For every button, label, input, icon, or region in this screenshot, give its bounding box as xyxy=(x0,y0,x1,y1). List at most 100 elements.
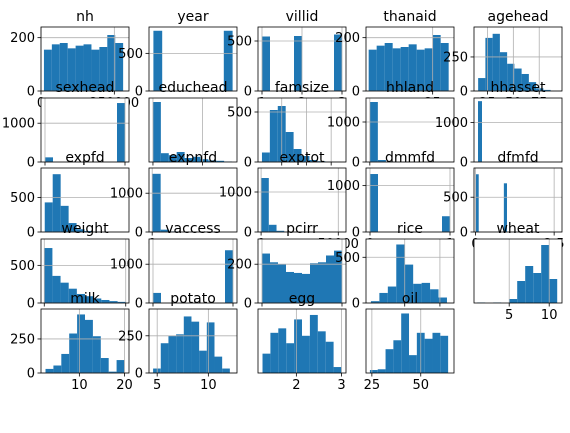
ytick-label-hhasset-0: 0 xyxy=(460,156,468,171)
bar-pcirr-4 xyxy=(294,272,302,303)
bar-expfd-5 xyxy=(84,230,93,232)
ytick-label-thanaid-1: 200 xyxy=(335,31,360,46)
bar-year-1 xyxy=(223,30,233,91)
bar-oil-4 xyxy=(401,313,410,373)
bar-agehead-7 xyxy=(528,82,537,91)
bar-nh-5 xyxy=(83,44,92,91)
subplot-title-expnfd: expnfd xyxy=(169,150,217,166)
ytick-label-milk-0: 0 xyxy=(27,367,35,382)
bar-agehead-3 xyxy=(499,52,508,91)
ytick-label-dfmfd-0: 0 xyxy=(460,226,468,241)
ytick-label-expfd-0: 0 xyxy=(27,226,35,241)
subplot-expfd: 0 500 xyxy=(10,167,130,241)
subplot-title-potato: potato xyxy=(170,291,216,307)
bar-rice-7 xyxy=(430,289,439,303)
ytick-label-nh-0: 0 xyxy=(27,85,35,100)
bar-egg-4 xyxy=(294,319,302,373)
axes-frame xyxy=(365,26,455,92)
bar-nh-2 xyxy=(59,43,68,91)
axes-frame xyxy=(257,238,347,304)
axes-frame xyxy=(40,238,130,304)
subplot-title-expfd: expfd xyxy=(65,150,104,166)
bar-rice-0 xyxy=(370,301,380,303)
axes-frame xyxy=(473,238,563,304)
xtick-label-milk-1: 20 xyxy=(116,378,133,393)
ytick-label-pcirr-0: 0 xyxy=(244,297,252,312)
bar-oil-7 xyxy=(424,338,433,373)
bar-pcirr-8 xyxy=(326,255,334,303)
subplot-title-hhland: hhland xyxy=(386,80,434,96)
ytick-label-rice-1: 500 xyxy=(335,251,360,266)
bar-famsize-6 xyxy=(309,160,318,162)
bar-expnfd-0 xyxy=(152,173,161,232)
ytick-label-year-1: 500 xyxy=(118,47,143,62)
axes-background xyxy=(366,168,454,232)
axes-frame xyxy=(148,167,238,233)
bar-egg-9 xyxy=(333,367,342,373)
subplot-oil: 25 50 xyxy=(364,308,455,393)
bar-exptot-2 xyxy=(276,230,285,232)
bar-weight-6 xyxy=(93,298,102,303)
axes-frame xyxy=(40,26,130,92)
bar-thanaid-4 xyxy=(400,47,409,91)
bar-weight-0 xyxy=(44,248,53,303)
ytick-label-pcirr-1: 200 xyxy=(227,258,252,273)
bar-potato-7 xyxy=(206,322,215,373)
bar-exptot-1 xyxy=(268,224,277,232)
bar-milk-1 xyxy=(53,365,62,373)
bar-expfd-1 xyxy=(52,174,61,232)
axes-background xyxy=(366,98,454,162)
ytick-label-hhasset-1: 1000 xyxy=(435,116,468,131)
bar-oil-2 xyxy=(385,349,394,373)
bar-milk-6 xyxy=(92,336,101,373)
subplot-title-exptot: exptot xyxy=(279,150,325,166)
xtick-label-oil-1: 50 xyxy=(412,378,429,393)
subplot-title-weight: weight xyxy=(61,221,109,237)
bar-weight-3 xyxy=(68,288,77,303)
axes-background xyxy=(41,98,129,162)
bar-thanaid-5 xyxy=(408,44,417,91)
subplot-title-villid: villid xyxy=(286,9,319,25)
subplot-title-sexhead: sexhead xyxy=(56,80,115,96)
bar-milk-2 xyxy=(61,353,70,373)
bar-potato-6 xyxy=(199,350,207,373)
bar-villid-0 xyxy=(262,36,270,91)
bar-wheat-4 xyxy=(525,266,534,303)
axes-frame xyxy=(473,97,563,163)
ytick-label-villid-1: 500 xyxy=(227,35,252,50)
bar-thanaid-8 xyxy=(432,35,441,91)
ytick-label-sexhead-1: 1000 xyxy=(2,117,35,132)
ytick-label-exptot-0: 0 xyxy=(244,226,252,241)
ytick-label-famsize-0: 0 xyxy=(244,156,252,171)
axes-background xyxy=(149,27,237,91)
axes-frame xyxy=(365,308,455,374)
bar-educhead-0 xyxy=(152,102,161,162)
ytick-label-expfd-1: 500 xyxy=(10,191,35,206)
axes-frame xyxy=(148,26,238,92)
bar-agehead-6 xyxy=(521,73,529,91)
bar-weight-4 xyxy=(76,293,85,303)
bar-egg-1 xyxy=(270,332,279,373)
bar-agehead-2 xyxy=(492,33,500,91)
axes-background xyxy=(149,98,237,162)
bar-dfmfd-1 xyxy=(503,183,507,232)
bar-potato-9 xyxy=(222,368,230,373)
bar-weight-8 xyxy=(109,301,118,303)
xtick-label-egg-0: 2 xyxy=(292,378,300,393)
bar-pcirr-7 xyxy=(318,262,326,303)
bar-educhead-7 xyxy=(208,160,217,162)
ytick-label-potato-1: 250 xyxy=(118,329,143,344)
axes-background xyxy=(149,168,237,232)
ytick-label-exptot-1: 1000 xyxy=(219,186,252,201)
bar-rice-6 xyxy=(421,282,431,303)
subplot-title-milk: milk xyxy=(70,291,100,307)
bar-milk-4 xyxy=(77,314,85,373)
bar-nh-3 xyxy=(67,48,76,91)
bar-nh-1 xyxy=(51,44,60,91)
bar-milk-9 xyxy=(116,360,125,373)
bar-potato-8 xyxy=(214,356,223,373)
bar-wheat-2 xyxy=(509,299,518,303)
bar-nh-9 xyxy=(115,43,124,91)
bar-egg-0 xyxy=(262,353,271,373)
